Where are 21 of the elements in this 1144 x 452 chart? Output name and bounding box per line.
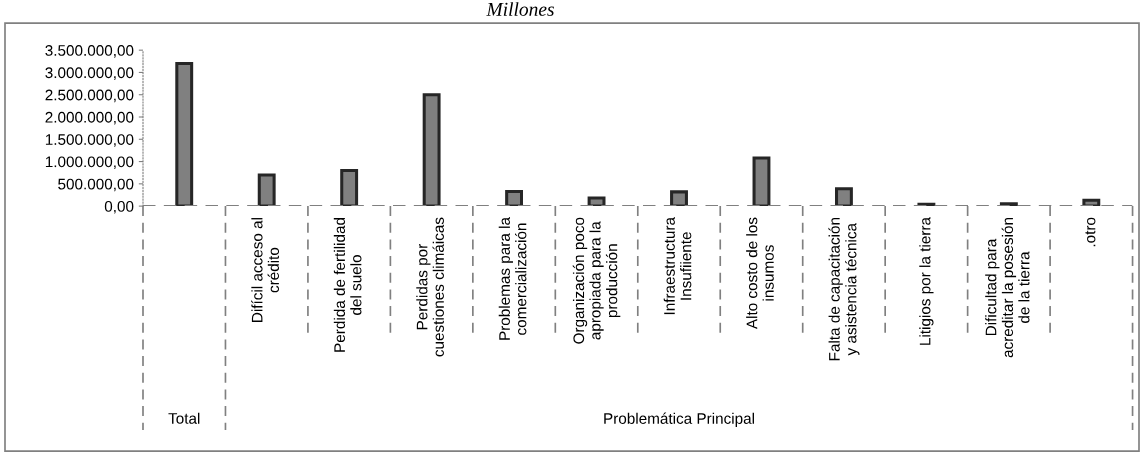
text: Total xyxy=(168,412,200,424)
y-tick-label: 1.500.000,00 xyxy=(45,134,134,147)
text: Problemática Principal xyxy=(604,412,754,427)
y-tick-label: 0,00 xyxy=(104,200,134,214)
x-tick-label: Falta de capacitación y asistencia técnica xyxy=(828,218,860,361)
x-tick-label: Perdidas por cuestiones climáicas xyxy=(416,217,444,357)
x-tick-label: Litigios por la tierra xyxy=(919,217,934,345)
x-tick-label: Problemas para la comercialización xyxy=(498,217,527,340)
x-tick-label: Difícil acceso al crédito xyxy=(251,218,280,322)
x-tick-label: .otro xyxy=(1085,217,1096,247)
x-tick-label: Dificultad para acreditar la posesión de la tierra xyxy=(985,218,1030,358)
y-tick-label: 2.000.000,00 xyxy=(45,111,134,125)
x-tick-label: Alto costo de los insumos xyxy=(746,217,774,330)
y-tick-label: 1.000.000,00 xyxy=(45,156,134,170)
x-tick-label: Organización poco apropiada para la producción xyxy=(572,217,621,344)
y-tick-label: 2.500.000,00 xyxy=(45,89,134,103)
y-tick-label: 3.000.000,00 xyxy=(45,67,134,80)
chart-title: Millones xyxy=(486,2,554,16)
y-tick-label: 500.000,00 xyxy=(58,178,134,192)
y-tick-label: 3.500.000,00 xyxy=(45,45,134,58)
x-tick-label: Perdida de fertilidad del suelo xyxy=(333,218,362,352)
